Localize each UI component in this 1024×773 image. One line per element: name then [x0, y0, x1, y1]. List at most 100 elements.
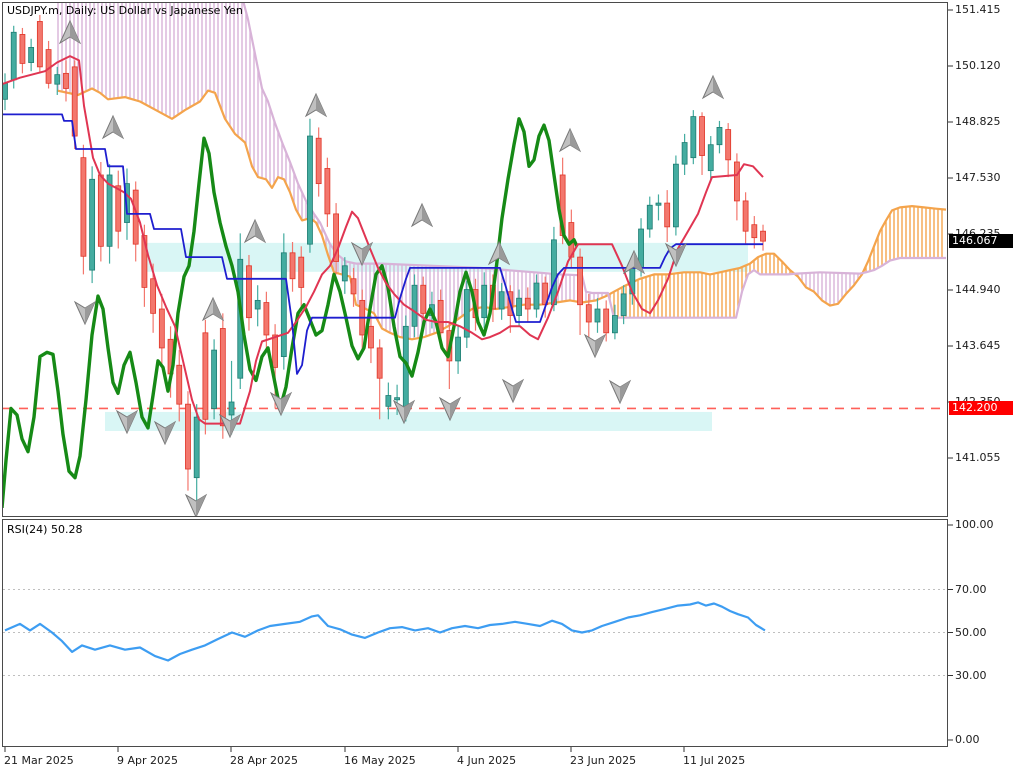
candle-up [307, 135, 313, 245]
price-axis-label: 147.530 [955, 170, 1001, 184]
candle-down [733, 161, 740, 202]
price-axis-label: 144.940 [955, 282, 1001, 296]
candle-down [158, 308, 165, 349]
candle-down [324, 168, 331, 215]
candle-down [751, 224, 758, 239]
candle-up [612, 315, 618, 334]
candle-up [455, 336, 461, 362]
candle-down [246, 265, 252, 319]
date-axis-label[interactable]: 11 Jul 2025 [683, 754, 746, 767]
candle-down [350, 278, 357, 295]
candle-up [707, 144, 714, 172]
price-axis-label: 148.825 [955, 114, 1001, 128]
candle-up [411, 284, 418, 327]
candle-up [620, 293, 627, 316]
rsi-axis-label: 50.00 [955, 625, 987, 639]
candle-up [10, 31, 17, 81]
price-axis-label: 150.120 [955, 58, 1001, 72]
candle-down [63, 72, 69, 89]
candle-up [341, 265, 348, 282]
price-axis-label: 143.645 [955, 338, 1001, 352]
senkou-span-b-line [242, 3, 946, 319]
rsi-axis-label: 70.00 [955, 582, 987, 596]
candle-up [655, 202, 662, 206]
candle-down [699, 116, 705, 156]
candle-up [673, 163, 679, 228]
candle-down [725, 129, 732, 161]
axis-ticks [4, 9, 953, 752]
candle-up [385, 395, 392, 407]
candle-up [193, 416, 200, 479]
rsi-axis-label: 0.00 [955, 733, 980, 746]
candle-up [690, 116, 697, 159]
candle-up [481, 284, 488, 319]
date-axis-label[interactable]: 28 Apr 2025 [230, 754, 299, 767]
candle-down [368, 325, 374, 349]
candles-layer [3, 14, 766, 511]
candle-down [524, 297, 531, 310]
candle-down [176, 364, 183, 405]
candle-up [646, 204, 653, 230]
candle-down [97, 174, 104, 247]
candle-down [298, 256, 305, 288]
candle-up [463, 289, 470, 338]
date-axis-label[interactable]: 16 May 2025 [344, 754, 416, 767]
kijun-sen-line [3, 113, 763, 375]
candle-up [3, 82, 8, 100]
candle-down [760, 230, 766, 242]
candle-up [106, 174, 113, 247]
rsi-axis-label: 30.00 [955, 668, 987, 682]
date-axis-label[interactable]: 4 Jun 2025 [457, 754, 517, 767]
candle-down [219, 328, 226, 427]
date-axis-label[interactable]: 9 Apr 2025 [117, 754, 179, 767]
candle-down [376, 347, 383, 379]
chikou-green-line [3, 117, 579, 509]
candle-up [54, 74, 61, 85]
candle-up [280, 252, 287, 357]
main-chart-layer [3, 3, 947, 516]
candle-down [333, 213, 339, 262]
candle-up [254, 299, 261, 310]
candle-down [36, 21, 43, 68]
candle-down [80, 157, 87, 257]
fractal-arrows [58, 19, 725, 516]
candle-down [272, 334, 279, 368]
price-axis-label: 141.055 [955, 450, 1001, 464]
candle-down [150, 278, 157, 314]
rsi-axis-label: 100.00 [955, 518, 994, 531]
demand-zone [105, 411, 712, 431]
candle-down [315, 137, 322, 185]
chart-title: USDJPY.m, Daily: US Dollar vs Japanese Y… [7, 4, 243, 17]
candle-down [664, 202, 671, 228]
rsi-line [4, 601, 766, 662]
rsi-indicator-label: RSI(24) 50.28 [7, 523, 83, 536]
rsi-layer [3, 589, 946, 676]
current-price-flag: 146.067 [949, 234, 1013, 249]
highlight-zones [105, 242, 748, 431]
date-axis-label[interactable]: 23 Jun 2025 [570, 754, 637, 767]
candle-up [716, 127, 723, 146]
candle-up [533, 282, 540, 310]
candle-down [603, 308, 610, 334]
candle-up [498, 291, 505, 310]
candle-up [228, 401, 235, 416]
candle-up [394, 397, 400, 401]
candle-down [185, 403, 191, 470]
candle-down [420, 284, 427, 314]
candle-up [551, 239, 557, 306]
candle-down [263, 302, 270, 336]
alert-price-flag: 142.200 [949, 401, 1013, 416]
candle-down [202, 332, 209, 420]
candle-down [577, 256, 583, 306]
candle-up [28, 47, 35, 63]
candle-down [585, 304, 592, 323]
candle-down [115, 185, 122, 232]
candle-down [19, 34, 26, 64]
candle-down [742, 200, 749, 232]
date-axis-label[interactable]: 21 Mar 2025 [4, 754, 74, 767]
candle-down [289, 252, 296, 280]
candle-up [89, 178, 96, 271]
candle-up [681, 142, 688, 165]
